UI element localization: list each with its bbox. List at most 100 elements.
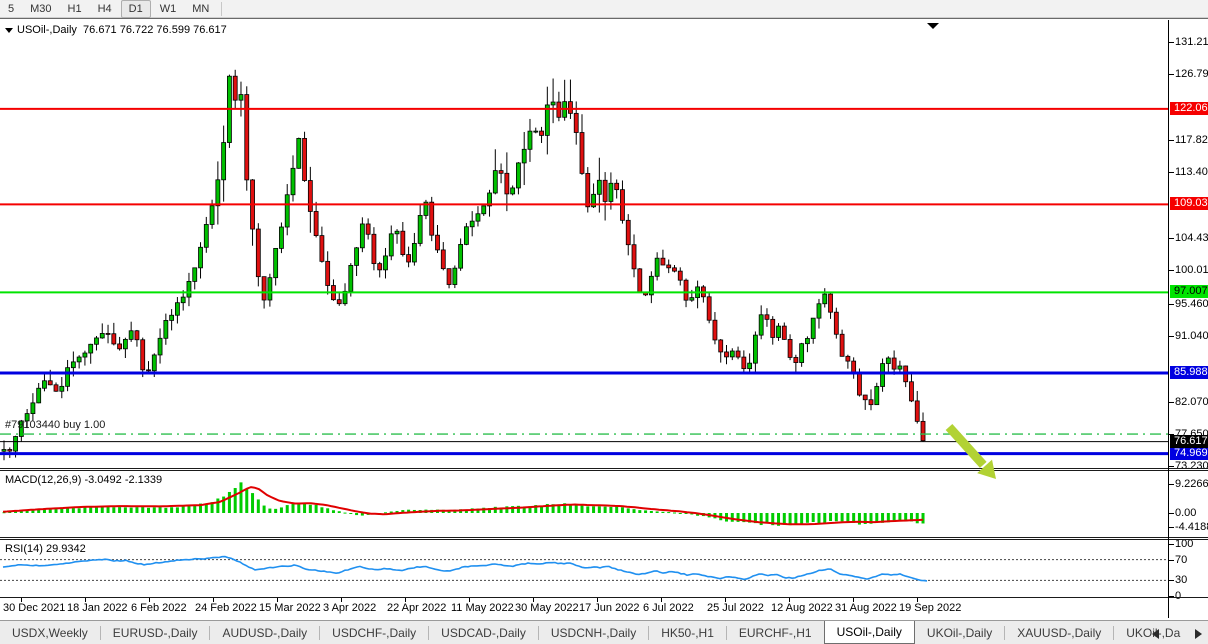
macd-panel[interactable]: MACD(12,26,9) -3.0492 -2.1339 <box>0 471 1168 537</box>
macd-histogram-bar <box>730 513 734 522</box>
macd-histogram-bar <box>60 508 64 513</box>
timeframe-button-5[interactable]: 5 <box>8 2 15 15</box>
macd-histogram-bar <box>395 510 399 513</box>
macd-histogram-bar <box>782 513 786 525</box>
tab-separator <box>319 625 321 640</box>
panel-divider[interactable] <box>0 468 1208 471</box>
macd-histogram-bar <box>765 513 769 524</box>
chart-tabbar: USDX,Weekly EURUSD-,Daily AUDUSD-,Daily USD… <box>0 620 1208 644</box>
panel-divider[interactable] <box>0 537 1208 540</box>
macd-histogram-bar <box>66 508 70 513</box>
macd-histogram-bar <box>233 488 237 513</box>
date-tick <box>725 598 726 602</box>
macd-histogram-bar <box>407 509 411 513</box>
date-axis[interactable]: 30 Dec 2021 18 Jan 2022 6 Feb 2022 24 Feb 2… <box>0 598 1168 619</box>
rsi-axis-dash <box>1169 544 1174 545</box>
tab-eurusd-daily[interactable]: EURUSD-,Daily <box>112 625 198 640</box>
macd-histogram-bar <box>597 506 601 513</box>
macd-histogram-bar <box>360 513 364 516</box>
timeframe-button-w1[interactable]: W1 <box>159 2 177 15</box>
tab-eurchf-h1[interactable]: EURCHF-,H1 <box>738 625 812 640</box>
toolbar-separator <box>221 1 223 16</box>
panel-divider <box>0 597 1208 598</box>
tab-usdx-weekly[interactable]: USDX,Weekly <box>12 625 88 640</box>
macd-histogram-bar <box>245 488 249 513</box>
tab-usoil-daily[interactable]: USOil-,Daily <box>823 621 915 644</box>
tab-usdchf-daily[interactable]: USDCHF-,Daily <box>332 625 417 640</box>
macd-histogram-bar <box>170 507 174 513</box>
chart-shift-marker-icon[interactable] <box>927 23 939 29</box>
price-axis[interactable]: 131.210 126.790 117.820 113.400 104.430 100.0… <box>1168 20 1208 618</box>
date-tick <box>853 598 854 602</box>
price-tick-dash <box>1169 172 1174 174</box>
macd-histogram-bar <box>505 506 509 513</box>
tab-ukoil-daily[interactable]: UKOil-,Daily <box>926 625 993 640</box>
price-tick-dash <box>1169 270 1174 272</box>
macd-histogram-bar <box>915 513 919 524</box>
macd-histogram-bar <box>626 508 630 513</box>
tab-ukoil-da[interactable]: UKOil-,Da <box>1126 625 1181 640</box>
date-tick <box>213 598 214 602</box>
date-label: 31 Aug 2022 <box>835 602 897 614</box>
macd-axis-label: 9.2266 <box>1175 477 1208 490</box>
date-tick <box>21 598 22 602</box>
macd-histogram-bar <box>199 503 203 513</box>
macd-histogram-bar <box>343 512 347 514</box>
macd-histogram-bar <box>152 507 156 513</box>
macd-histogram-bar <box>522 506 526 513</box>
macd-histogram-bar <box>193 504 197 513</box>
macd-histogram-bar <box>54 509 58 513</box>
macd-histogram-bar <box>227 491 231 513</box>
timeframe-button-h1[interactable]: H1 <box>67 2 82 15</box>
tab-usdcad-daily[interactable]: USDCAD-,Daily <box>441 625 526 640</box>
macd-histogram-bar <box>574 504 578 513</box>
macd-histogram-bar <box>638 510 642 513</box>
macd-histogram-bar <box>551 504 555 513</box>
axis-panel-divider <box>1169 597 1208 598</box>
macd-histogram-bar <box>181 505 185 513</box>
macd-histogram-bar <box>77 508 81 513</box>
tabs-scroll-left-button[interactable] <box>1150 628 1162 640</box>
price-tick-dash <box>1169 434 1174 436</box>
candlestick-chart[interactable] <box>0 20 1168 468</box>
macd-histogram-bar <box>256 499 260 513</box>
main-chart-panel[interactable]: USOil-,Daily 76.671 76.722 76.599 76.617… <box>0 20 1168 468</box>
timeframe-button-d1[interactable]: D1 <box>120 0 151 18</box>
rsi-panel[interactable]: RSI(14) 29.9342 <box>0 540 1168 597</box>
macd-histogram-bar <box>667 512 671 514</box>
date-label: 12 Aug 2022 <box>771 602 833 614</box>
macd-histogram-bar <box>135 507 139 513</box>
macd-histogram-bar <box>303 502 307 513</box>
macd-histogram-bar <box>898 513 902 521</box>
macd-histogram-bar <box>141 507 145 513</box>
timeframe-button-m30[interactable]: M30 <box>30 2 52 15</box>
macd-histogram-bar <box>37 509 41 513</box>
price-tick-dash <box>1169 303 1174 305</box>
tab-usdcnh-daily[interactable]: USDCNH-,Daily <box>550 625 637 640</box>
macd-histogram-bar <box>886 513 890 523</box>
date-label: 15 Mar 2022 <box>259 602 321 614</box>
timeframe-button-mn[interactable]: MN <box>192 2 210 15</box>
date-label: 6 Feb 2022 <box>131 602 187 614</box>
symbol-title: USOil-,Daily <box>17 24 77 36</box>
tab-xauusd-daily[interactable]: XAUUSD-,Daily <box>1017 625 1102 640</box>
date-label: 17 Jun 2022 <box>579 602 640 614</box>
macd-histogram-bar <box>678 513 682 514</box>
tab-audusd-daily[interactable]: AUDUSD-,Daily <box>222 625 308 640</box>
macd-histogram-bar <box>112 507 116 513</box>
macd-histogram-bar <box>2 512 6 514</box>
date-tick <box>149 598 150 602</box>
symbol-dropdown-icon[interactable] <box>5 27 13 33</box>
tab-hk50-h1[interactable]: HK50-,H1 <box>661 625 714 640</box>
macd-histogram-bar <box>83 507 87 513</box>
tabs-scroll-right-button[interactable] <box>1192 628 1204 640</box>
price-tick-label: 95.460 <box>1175 297 1208 310</box>
macd-histogram-bar <box>672 512 676 514</box>
macd-histogram-bar <box>655 511 659 513</box>
chart-title: USOil-,Daily 76.671 76.722 76.599 76.617 <box>5 24 227 36</box>
macd-histogram-bar <box>123 507 127 513</box>
tab-separator <box>1004 625 1006 640</box>
timeframe-button-h4[interactable]: H4 <box>97 2 112 15</box>
macd-histogram-bar <box>875 513 879 523</box>
